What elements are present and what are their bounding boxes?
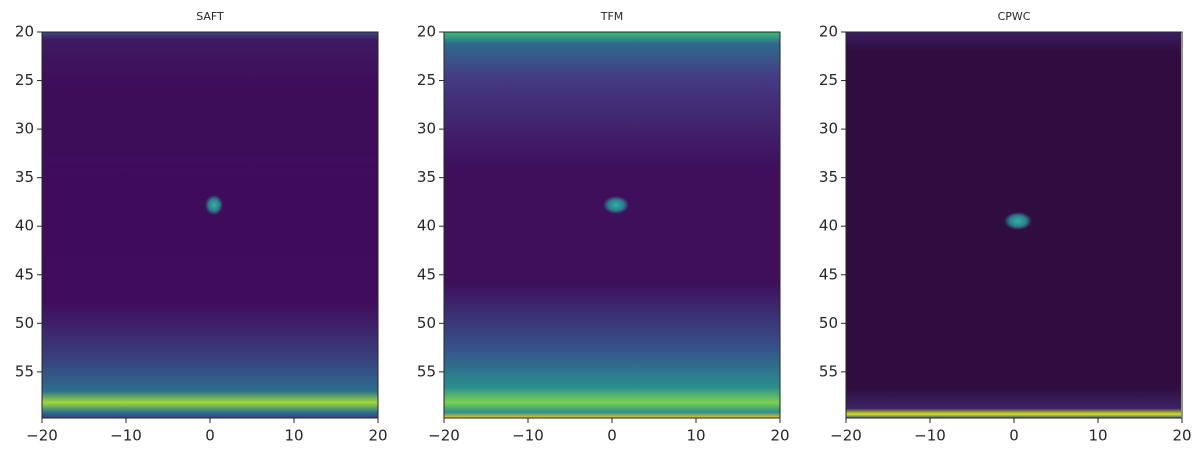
x-tick-label: −10 bbox=[512, 427, 544, 445]
x-tick-label: 20 bbox=[1172, 427, 1191, 445]
x-tick-label: 20 bbox=[368, 427, 387, 445]
x-tick-label: −20 bbox=[830, 427, 862, 445]
y-tick-label: 45 bbox=[819, 265, 838, 283]
x-tick-label: −20 bbox=[26, 427, 58, 445]
x-tick-label: 10 bbox=[284, 427, 303, 445]
chart-title: CPWC bbox=[998, 10, 1031, 23]
y-tick-label: 35 bbox=[15, 168, 34, 186]
y-tick-label: 35 bbox=[417, 168, 436, 186]
heatmap-image bbox=[42, 32, 1181, 418]
y-tick-label: 25 bbox=[417, 71, 436, 89]
y-tick-label: 40 bbox=[819, 217, 838, 235]
x-tick-label: 10 bbox=[1088, 427, 1107, 445]
x-tick-label: 20 bbox=[770, 427, 789, 445]
y-tick-label: 50 bbox=[15, 314, 34, 332]
chart-title: TFM bbox=[600, 10, 624, 23]
y-tick-label: 25 bbox=[819, 71, 838, 89]
y-tick-label: 20 bbox=[15, 23, 34, 41]
y-tick-label: 55 bbox=[819, 362, 838, 380]
y-tick-label: 50 bbox=[819, 314, 838, 332]
y-tick-label: 45 bbox=[417, 265, 436, 283]
y-tick-label: 55 bbox=[417, 362, 436, 380]
chart-title: SAFT bbox=[196, 10, 224, 23]
y-tick-label: 20 bbox=[417, 23, 436, 41]
x-tick-label: 0 bbox=[1009, 427, 1019, 445]
y-tick-label: 30 bbox=[819, 120, 838, 138]
y-tick-label: 40 bbox=[15, 217, 34, 235]
x-tick-label: −20 bbox=[428, 427, 460, 445]
x-tick-label: 0 bbox=[205, 427, 215, 445]
x-tick-label: −10 bbox=[914, 427, 946, 445]
x-tick-label: −10 bbox=[110, 427, 142, 445]
y-tick-label: 55 bbox=[15, 362, 34, 380]
x-tick-label: 0 bbox=[607, 427, 617, 445]
y-tick-label: 30 bbox=[15, 120, 34, 138]
x-tick-label: 10 bbox=[686, 427, 705, 445]
y-tick-label: 35 bbox=[819, 168, 838, 186]
y-tick-label: 20 bbox=[819, 23, 838, 41]
figure: SAFT −20 −10 0 10 20 20 25 30 35 40 45 50 55 TFM −20 −10… bbox=[0, 0, 1200, 447]
y-tick-label: 25 bbox=[15, 71, 34, 89]
y-tick-label: 40 bbox=[417, 217, 436, 235]
y-tick-label: 50 bbox=[417, 314, 436, 332]
y-tick-label: 30 bbox=[417, 120, 436, 138]
y-tick-label: 45 bbox=[15, 265, 34, 283]
